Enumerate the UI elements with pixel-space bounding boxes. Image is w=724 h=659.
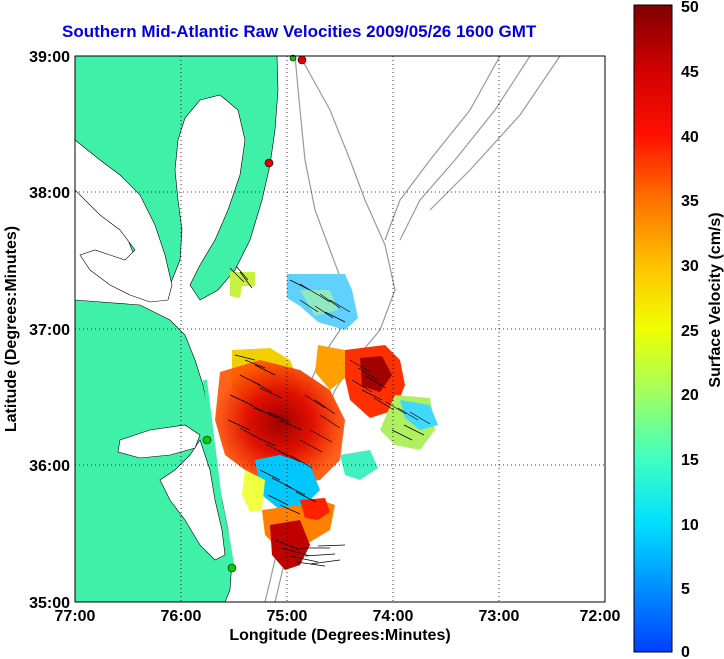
- colorbar-tick-label: 40: [681, 129, 699, 146]
- station-marker: [227, 563, 237, 573]
- y-tick-label: 38:00: [29, 185, 70, 202]
- x-tick-label: 72:00: [580, 608, 621, 625]
- x-tick-labels: 77:00 76:00 75:00 74:00 73:00 72:00: [55, 608, 621, 625]
- y-tick-label: 35:00: [29, 595, 70, 612]
- x-tick-label: 76:00: [161, 608, 202, 625]
- pamlico-sound: [159, 439, 226, 561]
- chesapeake-bay: [75, 139, 173, 303]
- colorbar-tick-label: 0: [681, 644, 690, 659]
- colorbar-ticks: 50 45 40 35 30 25 20 15 10 5 0: [681, 0, 699, 659]
- x-tick-label: 73:00: [479, 608, 520, 625]
- station-marker: [264, 158, 274, 168]
- y-tick-label: 36:00: [29, 458, 70, 475]
- y-tick-label: 39:00: [29, 49, 70, 66]
- albemarle-sound: [117, 424, 201, 459]
- y-axis-label: Latitude (Degrees:Minutes): [3, 226, 20, 432]
- plot-frame: [74, 55, 606, 603]
- grid-lines: [75, 56, 605, 602]
- x-axis-label: Longitude (Degrees:Minutes): [229, 627, 450, 644]
- colorbar-tick-label: 5: [681, 581, 690, 598]
- colorbar-tick-label: 30: [681, 258, 699, 275]
- x-tick-label: 75:00: [267, 608, 308, 625]
- colorbar: [633, 4, 673, 653]
- station-marker: [202, 435, 212, 445]
- station-marker: [297, 55, 307, 65]
- colorbar-tick-label: 25: [681, 323, 699, 340]
- y-tick-label: 37:00: [29, 322, 70, 339]
- colorbar-tick-label: 20: [681, 387, 699, 404]
- colorbar-label: Surface Velocity (cm/s): [707, 212, 724, 387]
- map-title: Southern Mid-Atlantic Raw Velocities 200…: [62, 22, 537, 41]
- colorbar-tick-label: 15: [681, 452, 699, 469]
- y-tick-labels: 39:00 38:00 37:00 36:00 35:00: [29, 49, 70, 612]
- x-tick-label: 77:00: [55, 608, 96, 625]
- colorbar-tick-label: 50: [681, 0, 699, 16]
- x-tick-label: 74:00: [373, 608, 414, 625]
- colorbar-tick-label: 10: [681, 517, 699, 534]
- colorbar-tick-label: 35: [681, 193, 699, 210]
- colorbar-tick-label: 45: [681, 64, 699, 81]
- barrier-island: [203, 379, 235, 571]
- velocity-vectors: [227, 265, 431, 567]
